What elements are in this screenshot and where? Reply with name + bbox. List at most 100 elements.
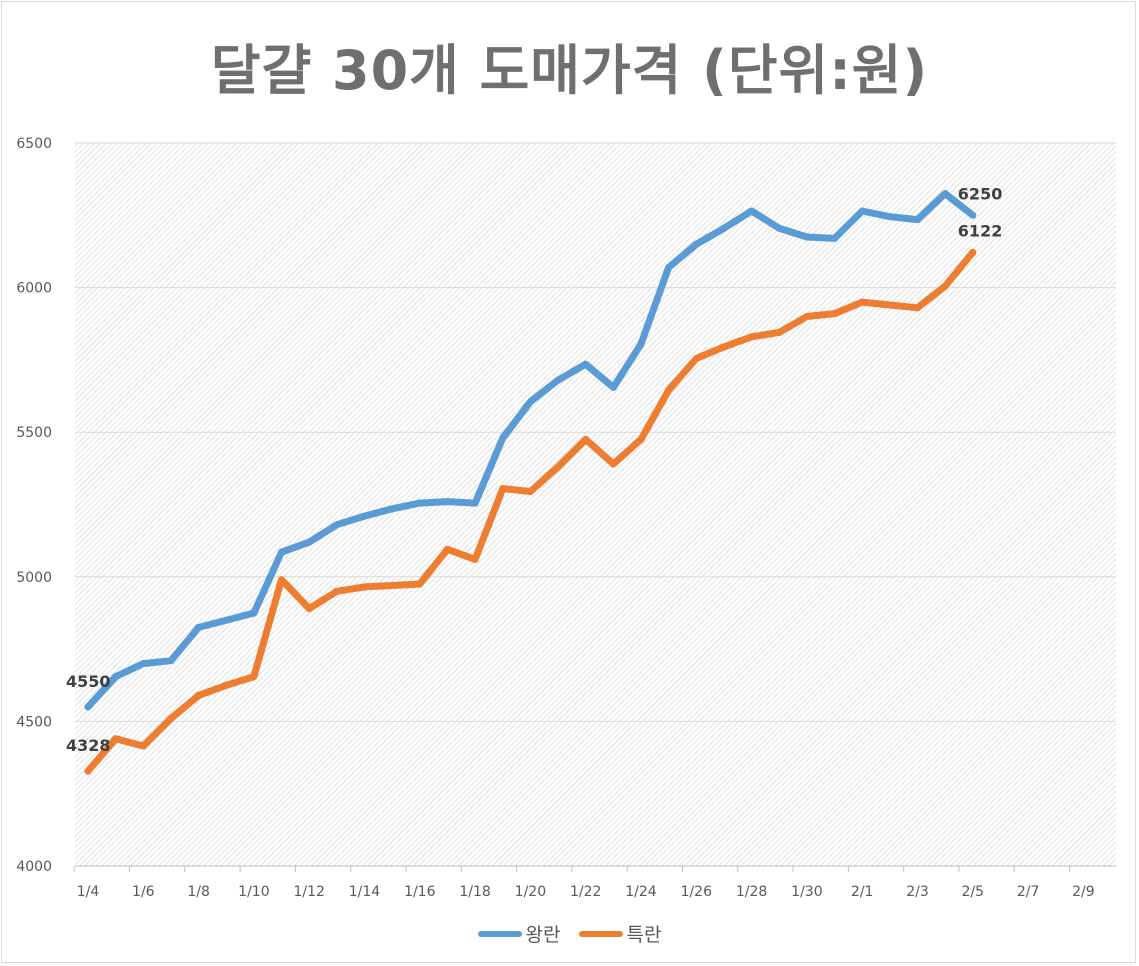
data-point — [139, 660, 147, 668]
data-point — [831, 234, 839, 242]
data-point — [775, 224, 783, 232]
data-point — [333, 587, 341, 595]
data-point — [305, 538, 313, 546]
x-tick-label: 2/1 — [851, 884, 874, 900]
data-point — [443, 545, 451, 553]
data-point — [195, 623, 203, 631]
x-tick-label: 1/10 — [238, 884, 269, 900]
x-tick-label: 1/24 — [625, 884, 657, 900]
data-point — [803, 313, 811, 321]
x-tick-label: 1/18 — [459, 884, 490, 900]
data-point — [305, 605, 313, 613]
data-point — [443, 498, 451, 506]
data-point — [388, 505, 396, 513]
legend-label-series-2: 특란 — [626, 924, 662, 946]
x-tick-label: 1/28 — [736, 884, 767, 900]
data-point — [250, 673, 258, 681]
y-tick-label: 4500 — [16, 714, 52, 730]
series-lines — [84, 190, 977, 775]
legend-item-series-2[interactable]: 특란 — [578, 920, 662, 947]
x-axis: 1/4 1/6 1/8 1/10 1/12 1/14 1/16 1/18 1/20 1/22 1/2… — [73, 866, 1095, 900]
data-point — [665, 263, 673, 271]
data-point — [278, 548, 286, 556]
data-point — [609, 460, 617, 468]
data-point — [582, 360, 590, 368]
y-axis: 4000 4500 5000 5500 6000 6500 — [16, 136, 52, 875]
data-point — [886, 301, 894, 309]
data-point — [112, 735, 120, 743]
data-point — [554, 376, 562, 384]
data-point — [195, 691, 203, 699]
y-tick-label: 6000 — [16, 281, 52, 297]
x-tick-label: 1/20 — [515, 884, 546, 900]
data-labels: 4550 6250 4328 6122 — [66, 184, 1002, 755]
data-point — [858, 207, 866, 215]
data-point — [554, 463, 562, 471]
data-point — [278, 576, 286, 584]
data-point — [831, 310, 839, 318]
data-point — [914, 216, 921, 224]
data-point — [692, 240, 700, 248]
x-tick-label: 1/6 — [132, 884, 155, 900]
data-point — [167, 657, 175, 665]
data-point — [167, 715, 175, 723]
data-label-end: 6250 — [958, 184, 1003, 203]
data-point — [969, 248, 977, 256]
data-point — [388, 581, 396, 589]
data-point — [333, 521, 341, 529]
data-label-end: 6122 — [958, 221, 1003, 240]
gridlines — [75, 142, 1116, 867]
x-tick-label: 1/4 — [77, 884, 100, 900]
data-point — [969, 211, 977, 219]
x-tick-label: 1/22 — [570, 884, 601, 900]
legend: 왕란 특란 — [0, 920, 1139, 947]
data-point — [361, 583, 368, 591]
x-tick-label: 1/8 — [187, 884, 210, 900]
x-tick-label: 2/9 — [1072, 884, 1095, 900]
data-point — [250, 609, 258, 617]
y-tick-label: 5000 — [16, 570, 52, 586]
y-tick-label: 4000 — [16, 859, 52, 875]
data-point — [720, 224, 728, 232]
data-point — [499, 485, 507, 493]
y-tick-label: 6500 — [16, 136, 52, 152]
x-tick-label: 2/3 — [906, 884, 929, 900]
data-point — [526, 487, 534, 495]
data-point — [941, 190, 949, 198]
data-point — [914, 304, 921, 312]
data-point — [637, 340, 645, 348]
x-tick-label: 1/26 — [681, 884, 713, 900]
x-tick-label: 1/12 — [293, 884, 324, 900]
x-tick-label: 1/16 — [404, 884, 436, 900]
x-tick-label: 1/30 — [791, 884, 822, 900]
data-point — [499, 434, 507, 442]
data-point — [416, 580, 424, 588]
data-point — [112, 673, 120, 681]
legend-swatch-series-2 — [578, 930, 623, 937]
data-point — [748, 333, 756, 341]
data-point — [941, 282, 949, 290]
legend-label-series-1: 왕란 — [525, 924, 561, 946]
x-tick-label: 2/5 — [962, 884, 985, 900]
data-label-start: 4550 — [66, 672, 111, 691]
x-tick-label: 1/14 — [349, 884, 381, 900]
legend-item-series-1[interactable]: 왕란 — [477, 920, 561, 947]
data-point — [471, 555, 479, 563]
data-point — [222, 681, 230, 689]
data-point — [775, 328, 783, 336]
legend-swatch-series-1 — [477, 930, 522, 937]
data-point — [471, 499, 479, 507]
data-point — [222, 616, 230, 624]
chart-title: 달걀 30개 도매가격 (단위:원) — [210, 39, 929, 102]
data-point — [886, 213, 894, 221]
data-point — [361, 512, 368, 520]
plot-area — [75, 143, 1116, 866]
data-label-start: 4328 — [66, 736, 111, 755]
data-point — [609, 383, 617, 391]
data-point — [665, 386, 673, 394]
data-point — [748, 207, 756, 215]
data-point — [416, 499, 424, 507]
data-point — [139, 742, 147, 750]
data-point — [84, 703, 92, 711]
